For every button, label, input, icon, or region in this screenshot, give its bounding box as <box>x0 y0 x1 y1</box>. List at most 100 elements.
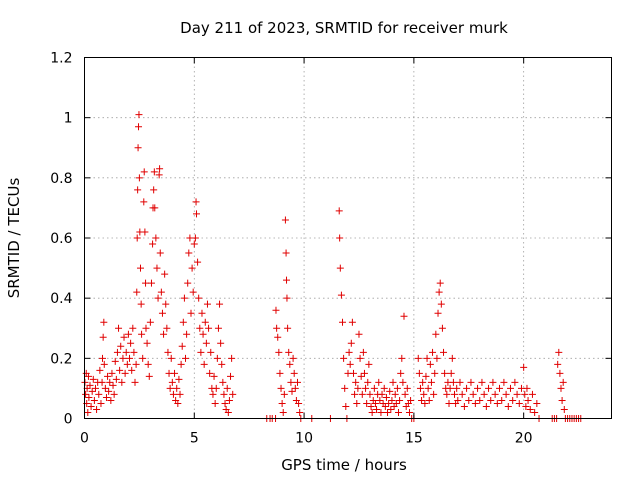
data-point <box>414 354 422 362</box>
data-point <box>341 384 349 392</box>
data-point <box>188 264 196 272</box>
data-point <box>362 384 370 392</box>
data-point <box>145 372 153 380</box>
data-point <box>198 309 206 317</box>
data-point <box>463 384 471 392</box>
data-point <box>167 354 175 362</box>
data-point <box>82 390 90 398</box>
data-point <box>189 288 197 296</box>
data-point <box>364 378 372 386</box>
data-point <box>557 384 565 392</box>
data-point <box>146 318 154 326</box>
data-point <box>102 393 110 401</box>
data-point <box>395 408 403 416</box>
data-point <box>156 249 164 257</box>
data-point <box>487 396 495 404</box>
data-point <box>135 111 143 119</box>
data-point <box>440 348 448 356</box>
data-point <box>212 384 220 392</box>
data-point <box>393 384 401 392</box>
data-point <box>392 399 400 407</box>
data-point <box>454 396 462 404</box>
data-point <box>425 396 433 404</box>
data-point <box>281 216 289 224</box>
data-point <box>403 384 411 392</box>
data-point <box>109 381 117 389</box>
data-point <box>134 186 142 194</box>
data-point <box>401 390 409 398</box>
data-point <box>387 405 395 413</box>
x-tick-label: 20 <box>515 431 533 447</box>
data-point <box>478 378 486 386</box>
data-point <box>150 186 158 194</box>
data-point <box>368 408 376 416</box>
data-point <box>469 390 477 398</box>
data-point <box>274 333 282 341</box>
data-point <box>356 354 364 362</box>
data-point <box>345 348 353 356</box>
data-point <box>155 171 163 179</box>
data-point <box>277 384 285 392</box>
data-point <box>272 306 280 314</box>
data-point <box>126 354 134 362</box>
data-point <box>169 390 177 398</box>
data-point <box>88 387 96 395</box>
data-point <box>280 390 288 398</box>
data-point <box>371 399 379 407</box>
data-point <box>453 384 461 392</box>
data-point <box>140 168 148 176</box>
data-point <box>118 378 126 386</box>
data-point <box>421 399 429 407</box>
data-point <box>367 402 375 410</box>
data-point <box>397 369 405 377</box>
data-point <box>435 288 443 296</box>
data-point <box>180 294 188 302</box>
data-point <box>104 372 112 380</box>
data-point <box>221 399 229 407</box>
y-tick-label: 0.2 <box>50 351 72 367</box>
data-point <box>227 372 235 380</box>
data-point <box>560 405 568 413</box>
data-point <box>513 390 521 398</box>
data-point <box>142 279 150 287</box>
data-point <box>123 360 131 368</box>
data-point <box>366 390 374 398</box>
data-point <box>450 390 458 398</box>
data-point <box>144 360 152 368</box>
data-point <box>520 363 528 371</box>
data-point <box>199 330 207 338</box>
data-point <box>216 300 224 308</box>
data-point <box>291 384 299 392</box>
data-point <box>154 294 162 302</box>
data-point <box>228 354 236 362</box>
data-point <box>121 369 129 377</box>
data-point <box>398 354 406 362</box>
data-point <box>460 402 468 410</box>
data-point <box>354 384 362 392</box>
data-point <box>163 324 171 332</box>
data-point <box>205 324 213 332</box>
data-point <box>289 354 297 362</box>
data-point <box>132 360 140 368</box>
data-point <box>124 330 132 338</box>
data-point <box>391 390 399 398</box>
data-point <box>373 405 381 413</box>
data-point <box>498 396 506 404</box>
data-point <box>399 378 407 386</box>
data-point <box>438 324 446 332</box>
data-point <box>381 402 389 410</box>
data-point <box>179 318 187 326</box>
data-point <box>467 378 475 386</box>
data-point <box>224 408 232 416</box>
x-tick-label: 15 <box>405 431 423 447</box>
data-point <box>200 360 208 368</box>
data-point <box>116 366 124 374</box>
data-point <box>142 324 150 332</box>
data-point <box>357 372 365 380</box>
data-point <box>340 354 348 362</box>
data-point <box>93 405 101 413</box>
data-point <box>293 378 301 386</box>
data-point <box>365 360 373 368</box>
data-point <box>129 324 137 332</box>
